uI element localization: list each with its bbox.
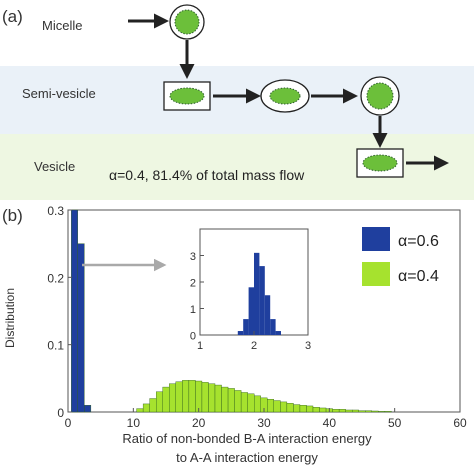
legend-label-alpha-06: α=0.6 bbox=[398, 233, 439, 250]
legend-swatch-alpha-06 bbox=[362, 227, 390, 251]
panel-b-label: (b) bbox=[2, 206, 23, 225]
main-bar bbox=[195, 380, 203, 413]
main-bar bbox=[175, 381, 183, 413]
main-bar bbox=[253, 395, 261, 413]
semi-vesicle-icon-3 bbox=[360, 76, 400, 116]
main-x-tick-label: 50 bbox=[388, 416, 402, 430]
main-bar bbox=[221, 386, 229, 413]
main-bar bbox=[299, 405, 307, 413]
panel-a-label: (a) bbox=[2, 7, 23, 26]
main-bar bbox=[319, 407, 327, 413]
inset-y-tick-label: 1 bbox=[190, 304, 196, 316]
main-bar bbox=[149, 398, 157, 413]
main-bar bbox=[234, 390, 242, 413]
inset-bar bbox=[264, 295, 271, 335]
main-bar bbox=[312, 407, 320, 413]
main-bar bbox=[208, 383, 216, 413]
main-bar bbox=[267, 399, 274, 413]
inset-bar bbox=[237, 331, 244, 335]
main-bar bbox=[306, 405, 314, 413]
inset-bar bbox=[248, 287, 254, 335]
main-bar bbox=[188, 380, 196, 413]
inset-x-tick-label: 2 bbox=[251, 340, 257, 352]
main-bar bbox=[352, 409, 359, 413]
main-bar bbox=[71, 209, 79, 413]
semi-vesicle-icon-1 bbox=[163, 81, 211, 111]
vesicle-icon bbox=[356, 148, 404, 178]
main-bar bbox=[365, 410, 372, 413]
main-bar bbox=[214, 384, 222, 413]
inset-bar bbox=[243, 319, 249, 335]
main-bar bbox=[77, 243, 85, 413]
main-bar bbox=[371, 410, 379, 413]
inset-y-tick-label: 0 bbox=[190, 331, 196, 343]
main-x-tick-label: 0 bbox=[65, 416, 72, 430]
main-bar bbox=[378, 411, 386, 413]
stage-label-micelle: Micelle bbox=[42, 18, 82, 33]
x-axis-label-line-2: to A-A interaction energy bbox=[176, 450, 318, 465]
inset-bar bbox=[259, 266, 265, 335]
main-bar bbox=[162, 386, 170, 413]
main-x-tick-label: 20 bbox=[192, 416, 206, 430]
inset-bar bbox=[270, 319, 276, 335]
inset-bar bbox=[254, 252, 260, 335]
y-axis-label: Distribution bbox=[3, 288, 17, 348]
main-bar bbox=[142, 403, 150, 413]
main-y-tick-label: 0.1 bbox=[47, 339, 64, 353]
main-y-tick-label: 0.2 bbox=[47, 271, 64, 285]
main-x-tick-label: 40 bbox=[323, 416, 337, 430]
main-bar bbox=[155, 391, 163, 413]
main-bar bbox=[136, 408, 144, 413]
main-bar bbox=[332, 409, 340, 413]
inset-x-tick-label: 1 bbox=[197, 340, 203, 352]
semi-vesicle-icon-2 bbox=[260, 79, 310, 113]
main-bar bbox=[345, 409, 353, 413]
main-bar bbox=[384, 411, 392, 413]
main-bar bbox=[358, 410, 366, 413]
main-x-tick-label: 30 bbox=[257, 416, 271, 430]
inset-y-tick-label: 2 bbox=[190, 278, 196, 290]
x-axis-label-line-1: Ratio of non-bonded B-A interaction ener… bbox=[122, 431, 372, 446]
main-x-tick-label: 10 bbox=[127, 416, 141, 430]
micelle-icon bbox=[169, 4, 205, 40]
mass-flow-annotation: α=0.4, 81.4% of total mass flow bbox=[109, 167, 305, 183]
inset-y-tick-label: 3 bbox=[190, 251, 196, 263]
main-bar bbox=[286, 403, 294, 413]
main-y-tick-label: 0.3 bbox=[47, 204, 64, 218]
legend-swatch-alpha-04 bbox=[362, 262, 390, 286]
main-bar bbox=[227, 388, 235, 413]
main-bar bbox=[338, 409, 346, 413]
stage-band-micelle bbox=[0, 0, 474, 66]
panel-a: (a) Micelle Semi-vesicle Vesicle bbox=[0, 0, 474, 200]
main-bar bbox=[247, 393, 255, 413]
main-bar bbox=[182, 380, 190, 413]
main-bar bbox=[240, 392, 248, 413]
stage-label-semi-vesicle: Semi-vesicle bbox=[22, 86, 96, 101]
main-x-tick-label: 60 bbox=[453, 416, 467, 430]
legend-label-alpha-04: α=0.4 bbox=[398, 268, 439, 285]
inset-bar bbox=[275, 331, 281, 335]
main-y-tick-label: 0 bbox=[57, 406, 64, 420]
main-bar bbox=[273, 400, 281, 413]
main-bar bbox=[201, 382, 209, 413]
main-bar bbox=[169, 383, 176, 413]
main-bar bbox=[84, 405, 92, 413]
main-bar bbox=[280, 401, 288, 413]
stage-label-vesicle: Vesicle bbox=[34, 159, 75, 174]
legend: α=0.6 α=0.4 bbox=[362, 227, 439, 286]
main-bar bbox=[293, 404, 301, 413]
inset-x-tick-label: 3 bbox=[305, 340, 311, 352]
